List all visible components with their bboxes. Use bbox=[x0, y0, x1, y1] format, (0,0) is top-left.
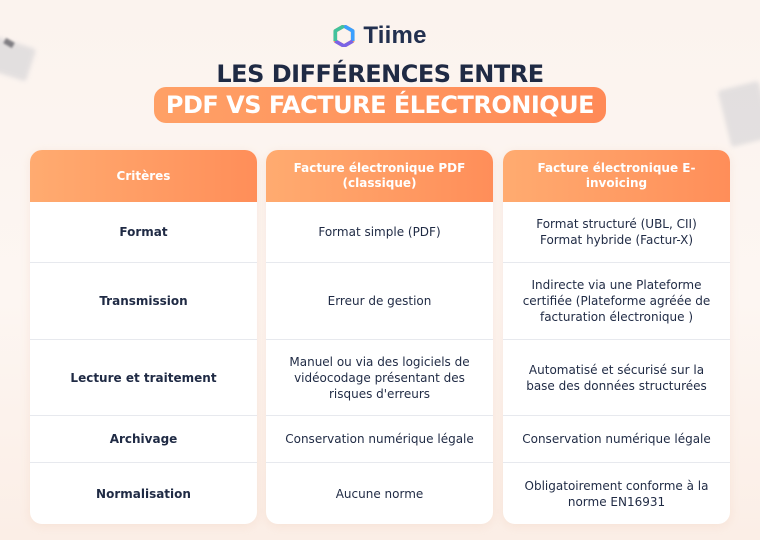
table-cell: Indirecte via une Plateforme certifiée (… bbox=[503, 263, 730, 340]
table-cell: Transmission bbox=[30, 263, 257, 340]
table-cell: Obligatoirement conforme à la norme EN16… bbox=[524, 478, 709, 509]
table-cell: Conservation numérique légale bbox=[266, 416, 493, 463]
column-header-criteria: Critères bbox=[30, 150, 257, 202]
table-cell: Format structuré (UBL, CII) Format hybri… bbox=[503, 202, 730, 263]
table-cell: Manuel ou via des logiciels de vidéocoda… bbox=[266, 340, 493, 416]
brand-logo: Tiime bbox=[0, 22, 760, 50]
column-header-pdf: Facture électronique PDF (classique) bbox=[266, 150, 493, 202]
e-invoicing-column: Facture électronique E-invoicing Format … bbox=[503, 150, 730, 524]
column-header-e-invoicing: Facture électronique E-invoicing bbox=[503, 150, 730, 202]
table-cell: Normalisation bbox=[96, 486, 191, 501]
pdf-invoice-column: Facture électronique PDF (classique) For… bbox=[266, 150, 493, 524]
table-cell: Automatisé et sécurisé sur la base des d… bbox=[503, 340, 730, 416]
table-cell: Erreur de gestion bbox=[266, 263, 493, 340]
table-cell: Format simple (PDF) bbox=[266, 202, 493, 263]
page-subtitle-pill: PDF VS FACTURE ÉLECTRONIQUE bbox=[153, 87, 607, 123]
table-cell: Aucune norme bbox=[335, 486, 424, 501]
table-cell: Lecture et traitement bbox=[30, 340, 257, 416]
page-title: LES DIFFÉRENCES ENTRE bbox=[216, 60, 544, 88]
table-cell: Conservation numérique légale bbox=[503, 416, 730, 463]
brand-name: Tiime bbox=[363, 22, 427, 49]
tiime-logo-icon bbox=[333, 25, 355, 47]
criteria-column: Critères Format Transmission Lecture et … bbox=[30, 150, 257, 524]
table-cell: Archivage bbox=[30, 416, 257, 463]
table-cell: Format bbox=[30, 202, 257, 263]
